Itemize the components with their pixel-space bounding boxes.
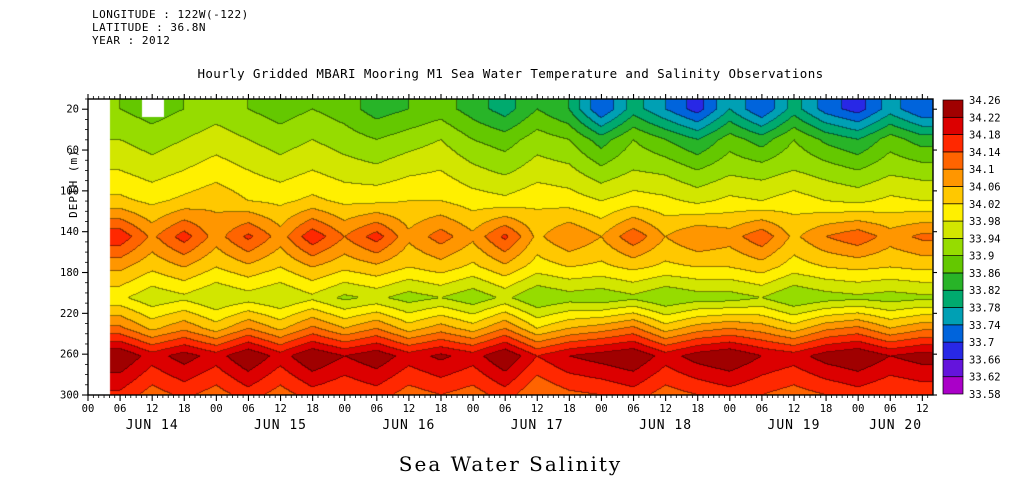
colorbar-cell (942, 272, 964, 291)
x-tick-label: 06 (884, 403, 897, 415)
longitude-label: LONGITUDE : 122W(-122) (92, 8, 249, 21)
colorbar-cell (942, 341, 964, 360)
x-tick-label: 18 (563, 403, 576, 415)
colorbar-cell (942, 186, 964, 205)
x-tick-label: 18 (435, 403, 448, 415)
x-tick-label: 00 (467, 403, 480, 415)
x-tick-label: 06 (242, 403, 255, 415)
year-label: YEAR : 2012 (92, 34, 171, 47)
x-tick-label: 00 (852, 403, 865, 415)
x-tick-label: 12 (403, 403, 416, 415)
colorbar-cell (942, 307, 964, 326)
colorbar-cell (942, 220, 964, 239)
x-tick-label: 18 (820, 403, 833, 415)
colorbar-tick-label: 34.22 (969, 112, 1001, 124)
day-label: JUN 17 (511, 418, 564, 433)
x-tick-label: 00 (210, 403, 223, 415)
colorbar-cell (942, 116, 964, 135)
colorbar-tick-label: 34.26 (969, 95, 1001, 107)
x-tick-label: 06 (756, 403, 769, 415)
colorbar-tick-label: 33.98 (969, 216, 1001, 228)
x-tick-label: 00 (82, 403, 95, 415)
day-label: JUN 16 (382, 418, 435, 433)
day-label: JUN 20 (869, 418, 922, 433)
colorbar-tick-label: 34.18 (969, 130, 1001, 142)
colorbar-cell (942, 99, 964, 118)
colorbar-cell (942, 151, 964, 170)
header-info: LONGITUDE : 122W(-122) LATITUDE : 36.8N … (92, 8, 249, 47)
colorbar-tick-label: 34.02 (969, 199, 1001, 211)
colorbar-tick-label: 33.7 (969, 337, 994, 349)
colorbar-cell (942, 359, 964, 378)
x-tick-label: 06 (370, 403, 383, 415)
colorbar-tick-label: 33.62 (969, 372, 1001, 384)
y-tick-label: 220 (60, 308, 79, 320)
day-label: JUN 15 (254, 418, 307, 433)
day-label: JUN 14 (126, 418, 179, 433)
plot-border (87, 98, 934, 396)
y-tick-label: 20 (66, 104, 79, 116)
y-tick-label: 300 (60, 390, 79, 402)
day-label: JUN 19 (768, 418, 821, 433)
x-tick-label: 06 (627, 403, 640, 415)
colorbar-tick-label: 33.74 (969, 320, 1001, 332)
colorbar-tick-label: 33.9 (969, 251, 994, 263)
colorbar-tick-label: 33.94 (969, 233, 1001, 245)
x-tick-label: 12 (274, 403, 287, 415)
x-tick-label: 06 (499, 403, 512, 415)
colorbar-cell (942, 134, 964, 153)
latitude-label: LATITUDE : 36.8N (92, 21, 206, 34)
colorbar-cell (942, 238, 964, 256)
colorbar-cell (942, 289, 964, 308)
x-tick-label: 12 (146, 403, 159, 415)
colorbar-cell (942, 203, 964, 222)
colorbar-tick-label: 33.82 (969, 285, 1001, 297)
y-tick-label: 100 (60, 185, 79, 197)
colorbar-tick-label: 34.06 (969, 181, 1001, 193)
colorbar-cell (942, 324, 964, 343)
x-tick-label: 00 (338, 403, 351, 415)
chart-title: Hourly Gridded MBARI Mooring M1 Sea Wate… (197, 66, 824, 81)
colorbar-tick-label: 33.86 (969, 268, 1001, 280)
colorbar-cell (942, 376, 964, 395)
x-tick-label: 00 (723, 403, 736, 415)
y-tick-label: 260 (60, 349, 79, 361)
x-tick-label: 12 (788, 403, 801, 415)
salinity-heatmap (88, 99, 933, 395)
x-tick-label: 12 (531, 403, 544, 415)
colorbar-tick-label: 33.78 (969, 303, 1001, 315)
x-tick-label: 12 (659, 403, 672, 415)
y-tick-label: 140 (60, 226, 79, 238)
x-tick-label: 00 (595, 403, 608, 415)
y-tick-label: 60 (66, 145, 79, 157)
colorbar-cell (942, 255, 964, 274)
colorbar-tick-label: 34.14 (969, 147, 1001, 159)
colorbar-tick-label: 33.66 (969, 354, 1001, 366)
y-axis-title: DEPTH (m) (67, 149, 80, 218)
bottom-title: Sea Water Salinity (398, 452, 623, 476)
day-label: JUN 18 (639, 418, 692, 433)
colorbar-tick-label: 33.58 (969, 389, 1001, 401)
colorbar-tick-label: 34.1 (969, 164, 994, 176)
y-tick-label: 180 (60, 267, 79, 279)
x-tick-label: 18 (691, 403, 704, 415)
x-tick-label: 18 (178, 403, 191, 415)
x-tick-label: 12 (916, 403, 929, 415)
x-tick-label: 06 (114, 403, 127, 415)
x-tick-label: 18 (306, 403, 319, 415)
colorbar-cell (942, 168, 964, 187)
